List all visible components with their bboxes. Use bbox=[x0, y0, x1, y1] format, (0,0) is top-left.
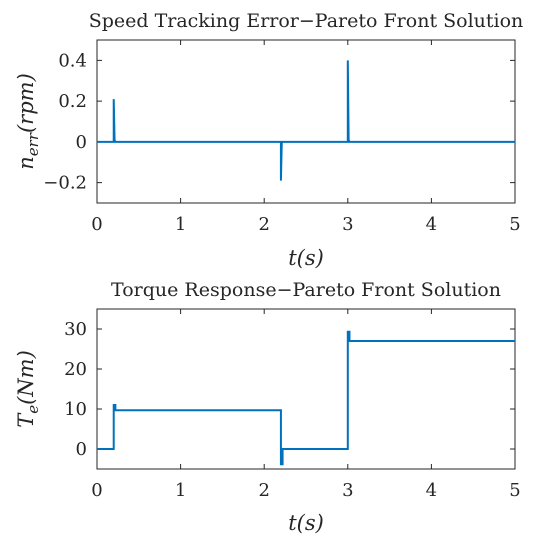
chart-title: Torque Response−Pareto Front Solution bbox=[111, 279, 501, 301]
y-axis-label-units: (rpm) bbox=[14, 73, 38, 133]
speed-error-chart: Speed Tracking Error−Pareto Front Soluti… bbox=[14, 10, 523, 270]
x-tick-label: 5 bbox=[509, 214, 520, 235]
y-axis-label-main: T bbox=[14, 412, 38, 428]
chart-title: Speed Tracking Error−Pareto Front Soluti… bbox=[89, 10, 524, 32]
x-tick-label: 3 bbox=[342, 480, 353, 501]
series-line bbox=[97, 60, 515, 181]
series-line bbox=[97, 330, 515, 466]
x-tick-label: 4 bbox=[426, 214, 437, 235]
y-axis-label-units: (Nm) bbox=[14, 350, 38, 405]
x-tick-label: 1 bbox=[175, 214, 186, 235]
plot-frame bbox=[96, 308, 516, 470]
x-axis-label: t(s) bbox=[288, 246, 324, 270]
torque-response-chart: Torque Response−Pareto Front Solution 0 1 2… bbox=[14, 279, 521, 535]
y-axis-label-main: n bbox=[14, 156, 38, 170]
x-tick-label: 1 bbox=[175, 480, 186, 501]
x-tick-label: 2 bbox=[258, 480, 269, 501]
y-tick-label: 30 bbox=[64, 319, 87, 340]
x-tick-label: 5 bbox=[509, 480, 520, 501]
y-tick-label: 0.4 bbox=[58, 50, 87, 71]
y-axis-label-subscript: e bbox=[24, 405, 42, 414]
x-axis-label: t(s) bbox=[288, 511, 324, 535]
y-tick-label: 0 bbox=[76, 439, 87, 460]
y-tick-label: 20 bbox=[64, 359, 87, 380]
y-tick-label: 0.2 bbox=[58, 91, 87, 112]
plot-frame bbox=[96, 39, 516, 204]
y-tick-label: 0 bbox=[76, 132, 87, 153]
x-tick-label: 4 bbox=[426, 480, 437, 501]
x-tick-label: 3 bbox=[342, 214, 353, 235]
y-tick-label: 10 bbox=[64, 399, 87, 420]
x-tick-label: 2 bbox=[258, 214, 269, 235]
x-tick-label: 0 bbox=[91, 480, 102, 501]
y-axis-label: nerr(rpm) bbox=[14, 73, 42, 170]
y-axis-label-subscript: err bbox=[24, 132, 42, 156]
y-tick-label: −0.2 bbox=[43, 173, 87, 194]
x-tick-label: 0 bbox=[91, 214, 102, 235]
y-axis-label: Te(Nm) bbox=[14, 350, 42, 428]
